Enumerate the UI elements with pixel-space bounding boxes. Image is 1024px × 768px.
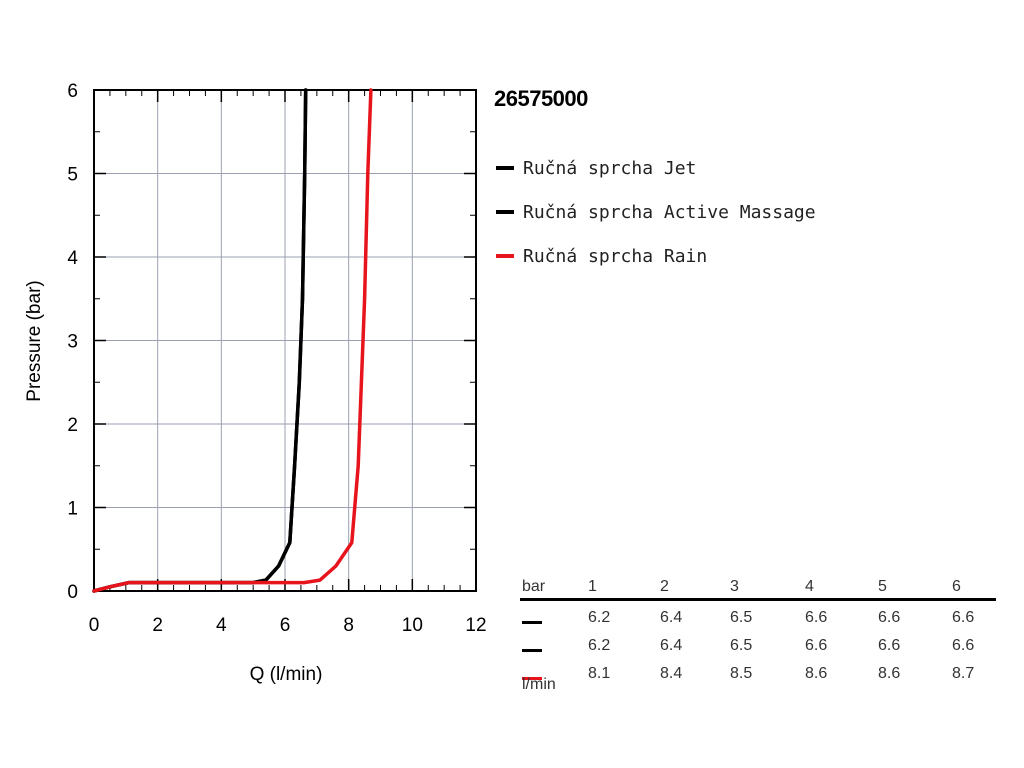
legend-item-rain: Ručná sprcha Rain <box>496 234 816 278</box>
table-cell: 6.4 <box>660 637 683 654</box>
y-tick-label: 5 <box>67 165 78 186</box>
table-cell: 6.5 <box>730 609 753 626</box>
flow-table: bar 1 2 3 4 5 6 6.2 6.4 6.5 6.6 6.6 6.6 … <box>520 578 996 693</box>
y-tick-label: 0 <box>67 582 78 603</box>
legend-swatch <box>496 166 514 170</box>
table-header-cell: 3 <box>730 578 739 595</box>
x-tick-label: 0 <box>89 615 100 636</box>
table-cell: 8.1 <box>588 665 611 682</box>
y-tick-label: 4 <box>67 248 78 269</box>
table-header-cell: 5 <box>878 578 887 595</box>
y-tick-label: 2 <box>67 415 78 436</box>
y-tick-label: 6 <box>67 81 78 102</box>
legend-item-active-massage: Ručná sprcha Active Massage <box>496 190 816 234</box>
series-line-3 <box>92 88 373 593</box>
table-cell: 6.2 <box>588 609 611 626</box>
y-tick-label: 1 <box>67 499 78 520</box>
table-cell: 8.5 <box>730 665 753 682</box>
table-row-swatch <box>522 677 542 680</box>
table-cell: 6.6 <box>952 637 975 654</box>
x-axis-title: Q (l/min) <box>250 664 323 685</box>
table-unit-label: l/min <box>522 676 556 693</box>
table-cell: 6.6 <box>952 609 975 626</box>
plot-frame <box>93 89 477 592</box>
table-cell: 8.4 <box>660 665 683 682</box>
table-cell: 6.6 <box>878 609 901 626</box>
table-cell: 8.6 <box>878 665 901 682</box>
table-row: 8.1 8.4 8.5 8.6 8.6 8.7 <box>520 665 996 693</box>
x-tick-label: 10 <box>402 615 423 636</box>
table-header-cell: 4 <box>805 578 814 595</box>
legend-swatch <box>496 254 514 258</box>
table-header-row: bar 1 2 3 4 5 6 <box>520 578 996 601</box>
legend-swatch <box>496 210 514 214</box>
chart-legend: Ručná sprcha Jet Ručná sprcha Active Mas… <box>496 146 816 278</box>
chart-grid <box>94 90 476 591</box>
table-cell: 8.7 <box>952 665 975 682</box>
y-axis-title: Pressure (bar) <box>24 280 45 401</box>
x-tick-label: 4 <box>216 615 227 636</box>
table-row: 6.2 6.4 6.5 6.6 6.6 6.6 <box>520 609 996 637</box>
table-header-cell: 1 <box>588 578 597 595</box>
table-cell: 6.5 <box>730 637 753 654</box>
table-cell: 6.2 <box>588 637 611 654</box>
legend-label: Ručná sprcha Rain <box>523 245 708 267</box>
table-row-swatch <box>522 649 542 652</box>
legend-label: Ručná sprcha Jet <box>523 157 697 179</box>
legend-item-jet: Ručná sprcha Jet <box>496 146 816 190</box>
table-cell: 6.6 <box>878 637 901 654</box>
x-tick-label: 2 <box>152 615 163 636</box>
table-cell: 6.4 <box>660 609 683 626</box>
x-tick-label: 6 <box>280 615 291 636</box>
x-tick-label: 12 <box>465 615 486 636</box>
table-row-swatch <box>522 621 542 624</box>
table-header-cell: 6 <box>952 578 961 595</box>
table-row: 6.2 6.4 6.5 6.6 6.6 6.6 <box>520 637 996 665</box>
y-tick-label: 3 <box>67 332 78 353</box>
legend-label: Ručná sprcha Active Massage <box>523 201 816 223</box>
chart-series <box>92 88 373 593</box>
table-cell: 6.6 <box>805 637 828 654</box>
table-cell: 6.6 <box>805 609 828 626</box>
x-tick-label: 8 <box>343 615 354 636</box>
table-cell: 8.6 <box>805 665 828 682</box>
table-header-cell: 2 <box>660 578 669 595</box>
table-header-unit: bar <box>522 578 546 595</box>
chart-title: 26575000 <box>494 86 588 111</box>
